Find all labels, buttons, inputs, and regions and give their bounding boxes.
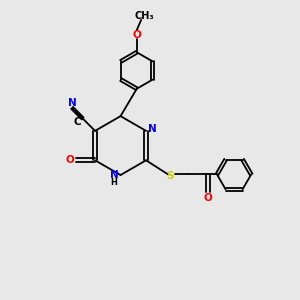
Text: O: O [132, 30, 141, 40]
Text: N: N [68, 98, 76, 108]
Text: S: S [166, 171, 173, 181]
Text: O: O [65, 155, 74, 165]
Text: C: C [74, 117, 81, 127]
Text: N: N [110, 170, 118, 180]
Text: H: H [111, 178, 118, 187]
Text: O: O [203, 193, 212, 203]
Text: N: N [148, 124, 157, 134]
Text: CH₃: CH₃ [134, 11, 154, 21]
